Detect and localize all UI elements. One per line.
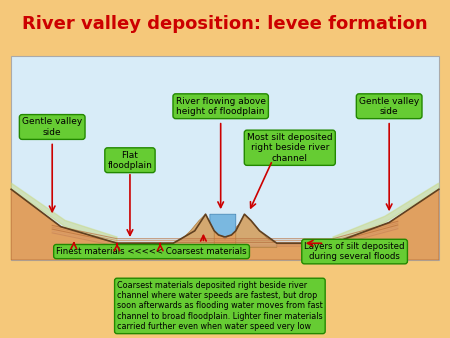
Text: Most silt deposited
right beside river
channel: Most silt deposited right beside river c… <box>247 133 333 163</box>
Text: Coarsest materials deposited right beside river
channel where water speeds are f: Coarsest materials deposited right besid… <box>117 281 323 331</box>
Polygon shape <box>11 189 439 260</box>
Polygon shape <box>11 183 117 243</box>
Text: Flat
floodplain: Flat floodplain <box>108 150 153 170</box>
Polygon shape <box>236 214 277 247</box>
FancyBboxPatch shape <box>11 56 439 260</box>
Text: River flowing above
height of floodplain: River flowing above height of floodplain <box>176 97 266 116</box>
Text: Layers of silt deposited
during several floods: Layers of silt deposited during several … <box>304 242 405 261</box>
Text: Gentle valley
side: Gentle valley side <box>359 97 419 116</box>
Text: Finest materials <<<<< Coarsest materials: Finest materials <<<<< Coarsest material… <box>56 247 247 256</box>
Text: Gentle valley
side: Gentle valley side <box>22 117 82 137</box>
Polygon shape <box>173 214 214 247</box>
Text: River valley deposition: levee formation: River valley deposition: levee formation <box>22 15 428 33</box>
Polygon shape <box>210 214 236 237</box>
Polygon shape <box>333 183 439 243</box>
